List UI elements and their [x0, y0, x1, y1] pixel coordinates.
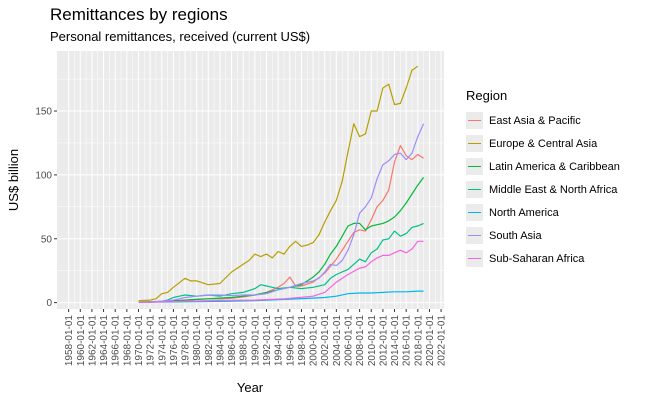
legend-item-north-america: North America: [466, 201, 620, 224]
chart-subtitle: Personal remittances, received (current …: [50, 29, 311, 44]
x-tick-label: 1988-01-01: [239, 315, 250, 367]
x-tick-label: 1994-01-01: [274, 315, 285, 367]
series-line-north-america: [138, 290, 424, 303]
plot-panel: [57, 51, 444, 309]
x-axis-ticks: 1958-01-01 1960-01-01 1962-01-01 1964-01-01…: [64, 309, 448, 367]
legend-key: [466, 250, 483, 267]
x-tick-label: 1970-01-01: [134, 315, 145, 367]
legend-label: Sub-Saharan Africa: [489, 252, 585, 265]
series-line-south-asia: [138, 123, 425, 303]
x-tick-label: 2010-01-01: [367, 315, 378, 367]
legend-key: [466, 158, 483, 175]
legend-label: Latin America & Caribbean: [489, 160, 620, 173]
x-tick-label: 1990-01-01: [250, 315, 261, 367]
x-tick-label: 2014-01-01: [390, 315, 401, 367]
y-axis-ticks: 0 50 100 150: [35, 107, 57, 309]
x-tick-label: 2022-01-01: [437, 315, 448, 367]
legend-item-south-asia: South Asia: [466, 224, 620, 247]
legend-swatch: [468, 235, 481, 237]
legend-swatch: [468, 189, 481, 191]
legend-item-latin-america-and-caribbean: Latin America & Caribbean: [466, 155, 620, 178]
x-tick-label: 2020-01-01: [425, 315, 436, 367]
legend-label: Middle East & North Africa: [489, 183, 618, 196]
legend-title: Region: [466, 88, 508, 103]
legend-swatch: [468, 258, 481, 260]
series-line-europe-and-central-asia: [138, 65, 419, 302]
legend-item-middle-east-and-north-africa: Middle East & North Africa: [466, 178, 620, 201]
series-layer: [138, 65, 425, 303]
series-line-latin-america-and-caribbean: [138, 177, 425, 303]
legend-key: [466, 112, 483, 129]
x-tick-label: 1968-01-01: [122, 315, 133, 367]
legend-swatch: [468, 143, 481, 145]
x-tick-label: 1984-01-01: [215, 315, 226, 367]
x-tick-label: 2016-01-01: [402, 315, 413, 367]
x-tick-label: 2000-01-01: [309, 315, 320, 367]
series-line-sub-saharan-africa: [138, 240, 424, 303]
legend-label: South Asia: [489, 229, 542, 242]
grid-major: [57, 51, 444, 309]
x-tick-label: 1976-01-01: [169, 315, 180, 367]
y-tick-label: 50: [41, 234, 53, 245]
grid-minor: [57, 51, 444, 309]
x-tick-label: 2002-01-01: [320, 315, 331, 367]
legend-item-europe-and-central-asia: Europe & Central Asia: [466, 132, 620, 155]
x-tick-label: 1964-01-01: [99, 315, 110, 367]
x-tick-label: 1992-01-01: [262, 315, 273, 367]
x-tick-label: 1996-01-01: [285, 315, 296, 367]
legend-swatch: [468, 166, 481, 168]
legend-label: East Asia & Pacific: [489, 114, 581, 127]
x-tick-label: 1998-01-01: [297, 315, 308, 367]
x-tick-label: 2004-01-01: [332, 315, 343, 367]
x-tick-label: 2006-01-01: [343, 315, 354, 367]
y-axis-title: US$ billion: [6, 149, 21, 211]
x-axis-title: Year: [237, 380, 264, 395]
legend-key: [466, 181, 483, 198]
legend-swatch: [468, 120, 481, 122]
chart-title: Remittances by regions: [50, 5, 228, 24]
x-tick-label: 2012-01-01: [378, 315, 389, 367]
legend-label: North America: [489, 206, 559, 219]
legend-key: [466, 227, 483, 244]
x-tick-label: 1980-01-01: [192, 315, 203, 367]
y-tick-label: 100: [35, 170, 52, 181]
x-tick-label: 1962-01-01: [87, 315, 98, 367]
legend-item-sub-saharan-africa: Sub-Saharan Africa: [466, 247, 620, 270]
x-tick-label: 1960-01-01: [76, 315, 87, 367]
x-tick-label: 1958-01-01: [64, 315, 75, 367]
x-tick-label: 2008-01-01: [355, 315, 366, 367]
y-tick-label: 150: [35, 107, 52, 118]
x-tick-label: 1978-01-01: [181, 315, 192, 367]
x-tick-label: 1972-01-01: [146, 315, 157, 367]
legend-label: Europe & Central Asia: [489, 137, 598, 150]
x-tick-label: 1982-01-01: [204, 315, 215, 367]
series-line-middle-east-and-north-africa: [138, 222, 424, 303]
legend-key: [466, 204, 483, 221]
legend-item-east-asia-and-pacific: East Asia & Pacific: [466, 109, 620, 132]
x-tick-label: 2018-01-01: [413, 315, 424, 367]
y-tick-label: 0: [46, 298, 52, 309]
legend-swatch: [468, 212, 481, 214]
x-tick-label: 1974-01-01: [157, 315, 168, 367]
x-tick-label: 1966-01-01: [111, 315, 122, 367]
x-tick-label: 1986-01-01: [227, 315, 238, 367]
legend-items: East Asia & Pacific Europe & Central Asia…: [466, 109, 620, 270]
legend: Region East Asia & Pacific Europe & Centr…: [466, 88, 620, 270]
legend-key: [466, 135, 483, 152]
